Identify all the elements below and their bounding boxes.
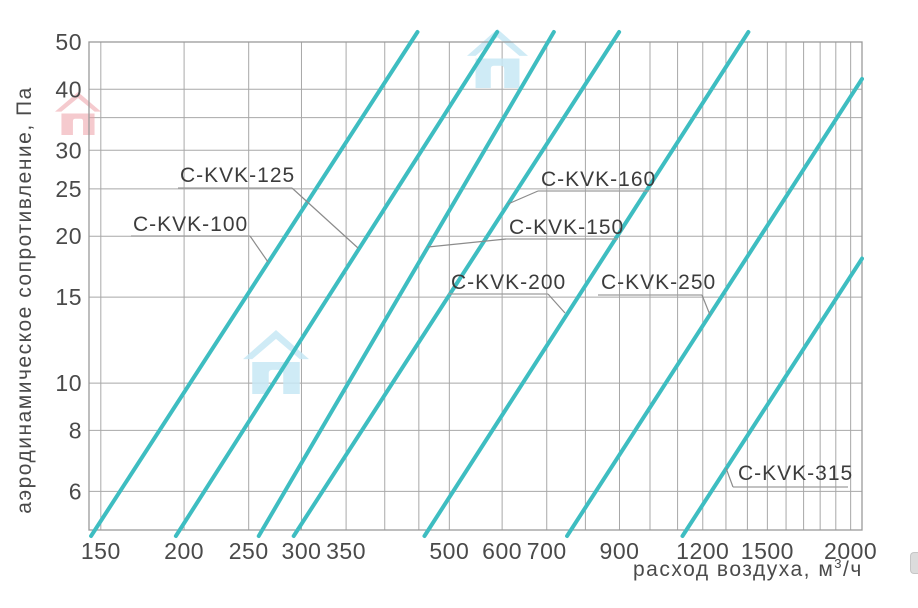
x-axis-title: расход воздуха, м3/ч [633,556,863,581]
cropped-edge-artifact [910,552,918,574]
plot-border [88,41,863,531]
fan-curves [89,30,864,538]
y-tick-label: 40 [55,76,82,102]
y-tick-label: 50 [55,29,82,55]
axis-tick-labels: 150 200 250 300 350 500 600 700 900 1200 1500 2000 6… [55,29,877,564]
y-axis-title: аэродинамическое сопротивление, Па [13,86,36,514]
x-tick-label: 700 [527,538,567,564]
x-tick-label: 200 [164,538,204,564]
curve-label-text: C-KVK-250 [601,271,716,294]
curve-label-text: C-KVK-100 [133,213,248,236]
curve-label-leader [725,467,734,488]
y-tick-label: 30 [55,137,82,163]
curve-label-text: C-KVK-150 [509,216,624,239]
x-tick-label: 2000 [824,538,877,564]
curve-label-text: C-KVK-200 [451,271,566,294]
curve-label-leader [701,294,711,316]
fan-curve-C-KVK-160 [291,30,622,538]
house-watermarks [55,29,528,394]
plot-border-rect [88,41,863,531]
curve-annotations: C-KVK-100 C-KVK-125 C-KVK-160 C-KVK-150 C-KV… [131,164,853,488]
x-tick-label: 500 [429,538,469,564]
curve-label-leader [291,187,359,249]
y-tick-label: 8 [69,417,82,443]
house-watermark-blue-top [467,29,528,89]
x-tick-label: 900 [600,538,640,564]
x-tick-label: 1200 [676,538,729,564]
fan-curve-C-KVK-250 [565,76,864,538]
y-tick-label: 10 [55,370,82,396]
x-tick-label: 250 [229,538,269,564]
y-tick-label: 20 [55,223,82,249]
x-axis-title-main: расход воздуха, м [633,558,834,581]
x-tick-label: 150 [81,538,121,564]
fan-curve-C-KVK-315 [680,256,864,538]
fan-curve-C-KVK-200 [422,30,751,538]
x-tick-label: 1500 [741,538,794,564]
x-tick-label: 600 [482,538,522,564]
curve-label-leader [547,293,566,314]
curve-label-text: C-KVK-160 [541,168,656,191]
x-axis-title-tail: /ч [843,558,863,581]
grid-lines [89,41,862,530]
fan-curve-C-KVK-150 [256,30,556,538]
fan-curve-C-KVK-125 [173,30,500,538]
curve-label-leader [249,235,269,263]
y-tick-label: 6 [69,478,82,504]
y-tick-label: 15 [55,284,82,310]
curve-label-text: C-KVK-315 [738,462,853,485]
curve-label-leader [507,190,539,205]
fan-curve-C-KVK-100 [89,30,420,538]
x-tick-label: 350 [326,538,366,564]
y-tick-label: 25 [55,176,82,202]
x-axis-title-superscript: 3 [834,556,843,571]
x-tick-label: 300 [282,538,322,564]
curve-label-leader [427,238,507,248]
curve-label-text: C-KVK-125 [180,164,295,187]
